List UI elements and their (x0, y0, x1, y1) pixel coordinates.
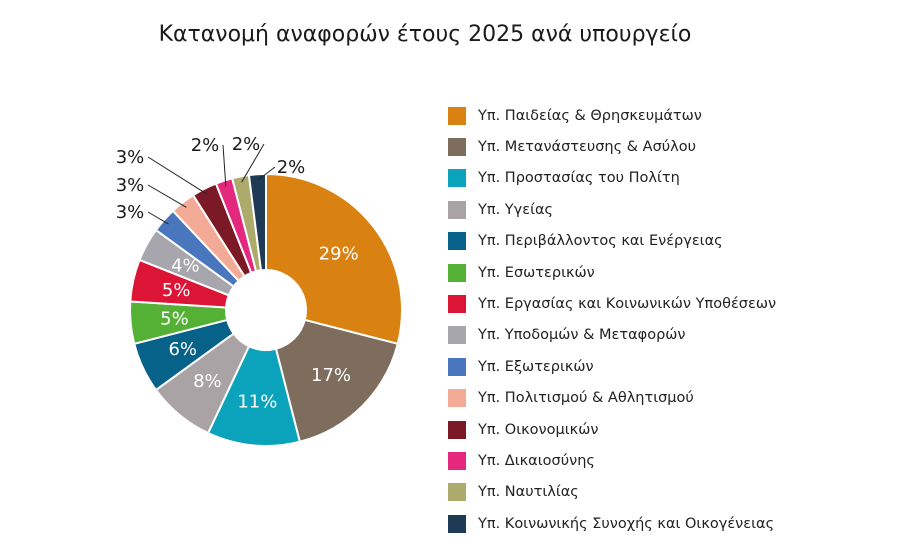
legend-swatch (448, 200, 466, 219)
slice-label-14: 2% (277, 157, 306, 178)
leader-line-12 (222, 144, 227, 187)
slice-label-7: 5% (162, 280, 191, 301)
slice-2 (274, 318, 399, 443)
legend-item: Υπ. Οικονομικών (448, 414, 888, 445)
slice-14 (247, 172, 267, 272)
legend-swatch (448, 389, 466, 408)
legend-swatch (448, 106, 466, 125)
slice-label-1: 29% (319, 244, 359, 265)
leader-line-13 (241, 143, 265, 183)
legend: Υπ. Παιδείας & Θρησκευμάτων Υπ. Μετανάστε… (448, 100, 888, 539)
slice-label-10: 3% (116, 175, 145, 196)
leader-line-10 (147, 184, 187, 208)
leader-line-14 (257, 166, 276, 181)
legend-item: Υπ. Εργασίας και Κοινωνικών Υποθέσεων (448, 288, 888, 319)
slice-1 (265, 172, 403, 346)
legend-label: Υπ. Εσωτερικών (478, 264, 595, 281)
legend-label: Υπ. Οικονομικών (478, 421, 599, 438)
legend-swatch (448, 483, 466, 502)
legend-label: Υπ. Υποδομών & Μεταφορών (478, 327, 686, 344)
legend-swatch (448, 263, 466, 282)
slice-label-5: 6% (168, 339, 197, 360)
legend-label: Υπ. Μετανάστευσης & Ασύλου (478, 139, 697, 156)
slice-label-11: 3% (116, 147, 145, 168)
legend-swatch (448, 169, 466, 188)
legend-swatch (448, 138, 466, 157)
leader-line-9 (147, 211, 169, 225)
legend-item: Υπ. Προστασίας του Πολίτη (448, 163, 888, 194)
legend-label: Υπ. Κοινωνικής Συνοχής και Οικογένειας (478, 515, 775, 532)
legend-label: Υπ. Πολιτισμού & Αθλητισμού (478, 390, 694, 407)
legend-item: Υπ. Υγείας (448, 194, 888, 225)
slice-label-9: 3% (116, 202, 145, 223)
legend-item: Υπ. Εξωτερικών (448, 351, 888, 382)
legend-label: Υπ. Ναυτιλίας (478, 484, 579, 501)
legend-label: Υπ. Προστασίας του Πολίτη (478, 170, 680, 187)
slice-label-6: 5% (160, 309, 189, 330)
slice-label-13: 2% (232, 134, 261, 155)
slice-label-8: 4% (171, 256, 200, 277)
legend-swatch (448, 295, 466, 314)
legend-item: Υπ. Κοινωνικής Συνοχής και Οικογένειας (448, 508, 888, 539)
legend-swatch (448, 357, 466, 376)
chart-title: Κατανομή αναφορών έτους 2025 ανά υπουργε… (158, 22, 692, 47)
leader-line-11 (147, 156, 208, 195)
legend-label: Υπ. Εξωτερικών (478, 358, 594, 375)
legend-item: Υπ. Πολιτισμού & Αθλητισμού (448, 383, 888, 414)
legend-swatch (448, 232, 466, 251)
legend-swatch (448, 420, 466, 439)
legend-label: Υπ. Δικαιοσύνης (478, 452, 595, 469)
legend-item: Υπ. Μετανάστευσης & Ασύλου (448, 131, 888, 162)
legend-item: Υπ. Παιδείας & Θρησκευμάτων (448, 100, 888, 131)
legend-label: Υπ. Εργασίας και Κοινωνικών Υποθέσεων (478, 296, 777, 313)
legend-label: Υπ. Παιδείας & Θρησκευμάτων (478, 107, 702, 124)
slice-label-2: 17% (311, 365, 351, 386)
legend-label: Υπ. Περιβάλλοντος και Ενέργειας (478, 233, 723, 250)
legend-label: Υπ. Υγείας (478, 201, 554, 218)
legend-item: Υπ. Εσωτερικών (448, 257, 888, 288)
legend-swatch (448, 514, 466, 533)
legend-swatch (448, 326, 466, 345)
legend-swatch (448, 451, 466, 470)
legend-item: Υπ. Υποδομών & Μεταφορών (448, 320, 888, 351)
legend-item: Υπ. Περιβάλλοντος και Ενέργειας (448, 226, 888, 257)
slice-label-3: 11% (237, 392, 277, 413)
legend-item: Υπ. Δικαιοσύνης (448, 445, 888, 476)
slice-label-4: 8% (193, 371, 222, 392)
legend-item: Υπ. Ναυτιλίας (448, 477, 888, 508)
slice-label-12: 2% (191, 135, 220, 156)
